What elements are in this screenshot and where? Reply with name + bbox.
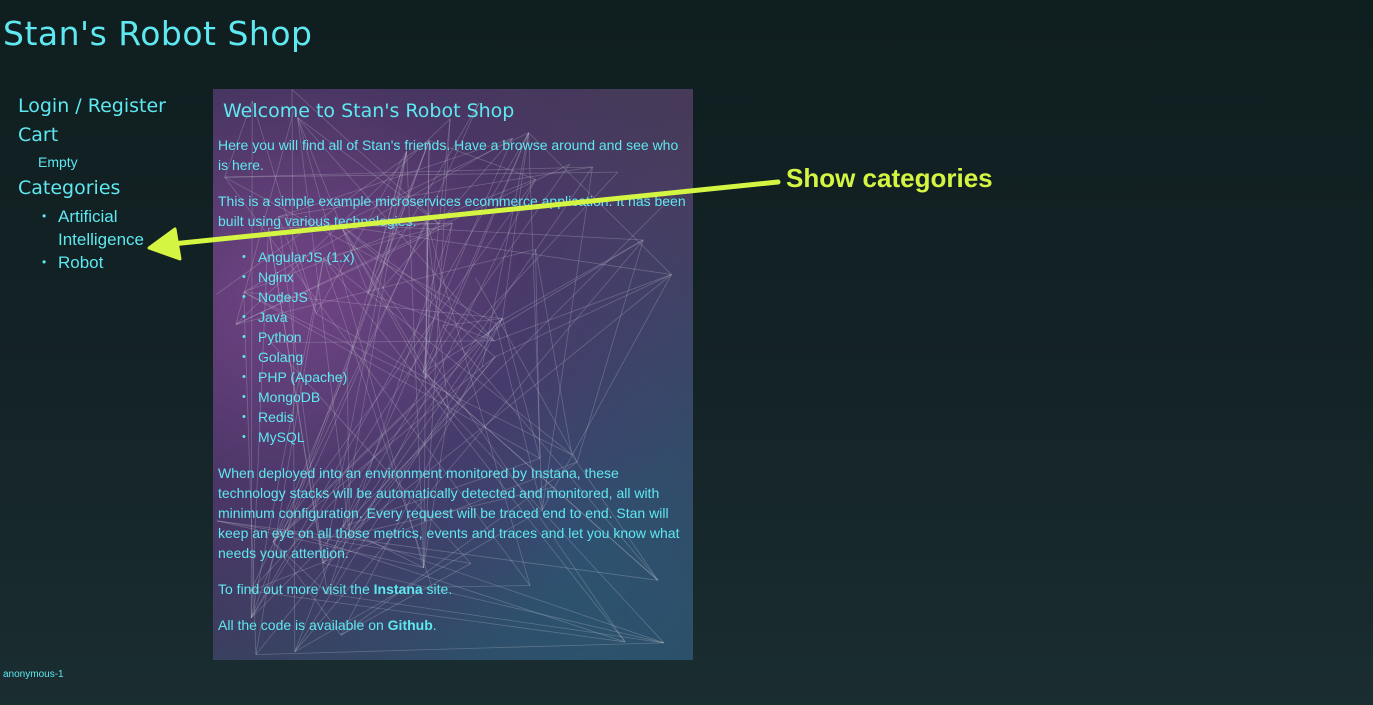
technology-item: AngularJS (1.x): [242, 247, 690, 267]
category-link-robot[interactable]: Robot: [58, 253, 104, 272]
annotation-label: Show categories: [786, 163, 993, 193]
sidebar: Login / Register Cart Empty Categories A…: [18, 92, 198, 274]
code-info-prefix: All the code is available on: [218, 617, 388, 633]
instana-description: When deployed into an environment monito…: [218, 465, 680, 561]
site-title: Stan's Robot Shop: [3, 14, 313, 53]
welcome-content: Welcome to Stan's Robot Shop Here you wi…: [218, 89, 690, 651]
instana-link[interactable]: Instana: [373, 581, 423, 597]
technology-item: Java: [242, 307, 690, 327]
intro-text: Here you will find all of Stan's friends…: [218, 137, 679, 173]
welcome-title: Welcome to Stan's Robot Shop: [223, 100, 515, 122]
cart-link[interactable]: Cart: [18, 124, 59, 146]
github-link[interactable]: Github: [387, 617, 433, 633]
more-info-text: To find out more visit the Instana site.: [218, 579, 690, 599]
description-text: This is a simple example microservices e…: [218, 193, 686, 229]
technology-item: Nginx: [242, 267, 690, 287]
category-link-artificial-intelligence[interactable]: Artificial Intelligence: [58, 207, 145, 249]
category-item: Robot: [42, 251, 168, 274]
technology-item: MongoDB: [242, 387, 690, 407]
technology-item: Redis: [242, 407, 690, 427]
login-register-link[interactable]: Login / Register: [18, 95, 166, 117]
categories-heading: Categories: [18, 177, 121, 199]
user-id: anonymous-1: [3, 669, 64, 680]
more-info-suffix: site.: [422, 581, 453, 597]
technology-list: AngularJS (1.x) Nginx NodeJS Java Python…: [218, 247, 690, 447]
categories-list: Artificial Intelligence Robot: [18, 205, 198, 274]
welcome-panel: Welcome to Stan's Robot Shop Here you wi…: [213, 89, 693, 660]
code-info-text: All the code is available on Github.: [218, 615, 690, 635]
cart-status: Empty: [38, 154, 78, 170]
technology-item: Golang: [242, 347, 690, 367]
technology-item: NodeJS: [242, 287, 690, 307]
category-item: Artificial Intelligence: [42, 205, 168, 251]
technology-item: MySQL: [242, 427, 690, 447]
more-info-prefix: To find out more visit the: [218, 581, 374, 597]
code-info-suffix: .: [432, 617, 437, 633]
technology-item: Python: [242, 327, 690, 347]
technology-item: PHP (Apache): [242, 367, 690, 387]
